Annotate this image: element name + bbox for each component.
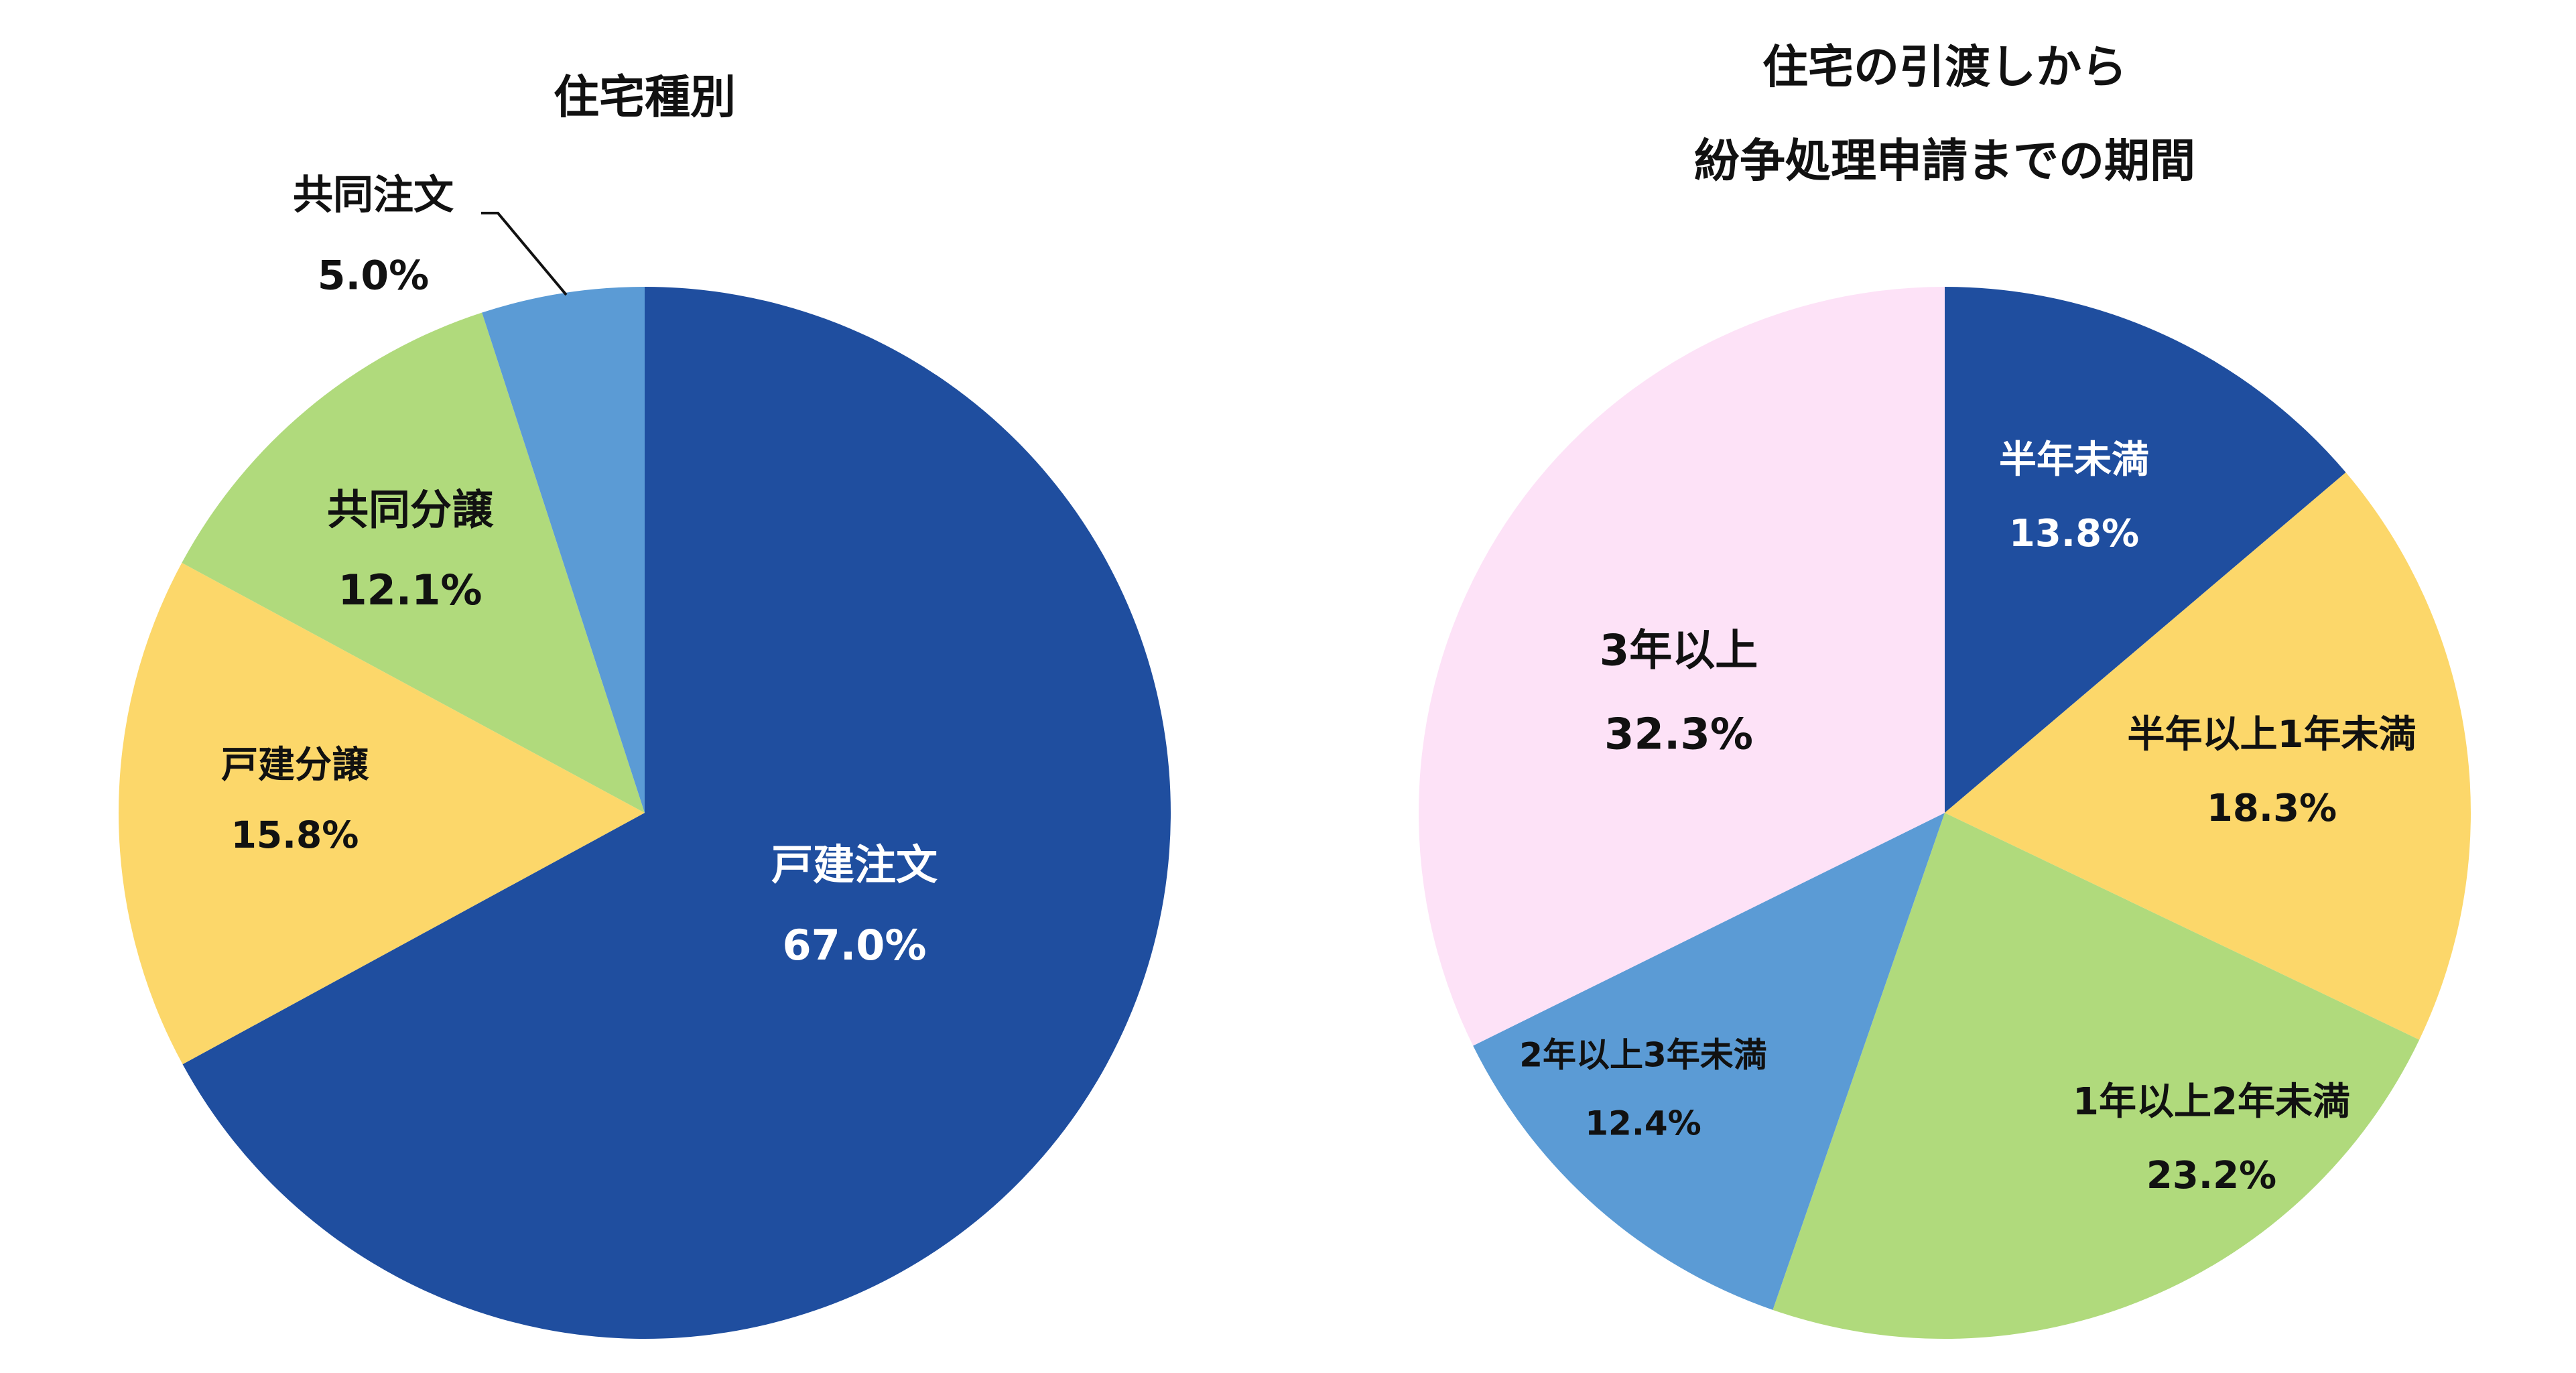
pie-slice — [1419, 287, 1945, 1046]
slice-value-label: 5.0% — [318, 253, 429, 300]
slice-value-label: 23.2% — [2146, 1154, 2276, 1197]
slice-value-label: 18.3% — [2207, 787, 2337, 830]
slice-value-label: 12.1% — [338, 566, 482, 614]
slice-label: 半年未満 — [1999, 438, 2149, 482]
slice-label: 2年以上3年未満 — [1519, 1036, 1767, 1075]
slice-label: 戸建注文 — [771, 840, 938, 889]
chart-title: 住宅の引渡しから — [1762, 42, 2127, 94]
slice-label: 共同注文 — [293, 172, 454, 219]
slice-label: 戸建分譲 — [221, 743, 369, 786]
pie-slice — [1473, 813, 1945, 1310]
pie-slice — [1945, 287, 2346, 813]
slice-value-label: 13.8% — [2009, 512, 2139, 555]
pie-slice — [1945, 472, 2471, 1040]
slice-value-label: 12.4% — [1585, 1104, 1701, 1143]
pie-slice — [482, 287, 645, 813]
chart-title: 住宅種別 — [554, 72, 736, 125]
pie-slice — [182, 287, 1171, 1339]
slice-value-label: 67.0% — [782, 921, 926, 970]
slice-value-label: 32.3% — [1604, 710, 1753, 760]
slice-label: 半年以上1年未満 — [2128, 713, 2417, 757]
pie-slice — [1773, 813, 2420, 1339]
slice-value-label: 15.8% — [231, 813, 359, 856]
chart-title: 紛争処理申請までの期間 — [1694, 135, 2195, 188]
slice-label: 3年以上 — [1600, 627, 1758, 676]
leader-line — [481, 212, 568, 296]
pie-slice — [182, 312, 645, 813]
slice-label: 共同分譲 — [327, 485, 494, 534]
slice-label: 1年以上2年未満 — [2073, 1080, 2350, 1124]
pie-slice — [119, 562, 645, 1065]
